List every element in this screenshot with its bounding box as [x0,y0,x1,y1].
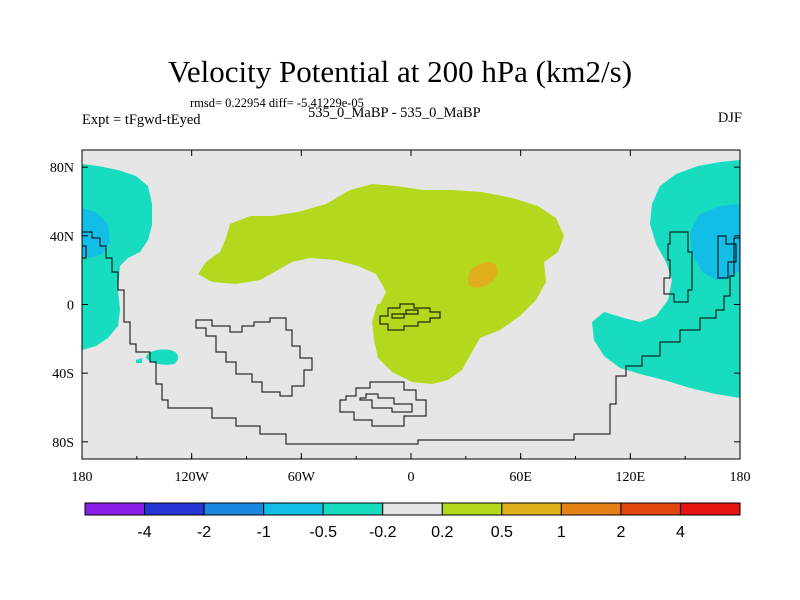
x-tick-label: 60W [288,470,316,485]
colorbar-swatch [382,502,443,516]
contour-green-positive [198,184,564,384]
coastline-west-edge [82,245,87,259]
y-tick-label: 80N [50,161,74,176]
experiment-label: Expt = tFgwd-tEyed [82,112,201,128]
contour-gap [356,272,386,304]
x-tick-label: 60E [509,470,532,485]
runs-label: 535_0_MaBP - 535_0_MaBP [308,105,481,121]
y-tick-label: 40N [50,230,74,245]
colorbar-swatch [620,502,681,516]
contour-orange-core [468,262,498,288]
coastline-southern-island [339,381,427,427]
colorbar-label: -4 [137,524,151,541]
x-tick-label: 0 [408,470,415,485]
chart-title: Velocity Potential at 200 hPa (km2/s) [167,54,633,89]
colorbar-swatch [144,502,205,516]
colorbar-label: -1 [257,524,271,541]
y-tick-label: 40S [52,367,74,382]
colorbar-swatch [501,502,562,516]
colorbar-swatch [441,502,503,516]
colorbar: -4 -2 -1 -0.5 -0.2 0.2 0.5 1 2 4 [84,502,741,541]
x-tick-label: 180 [730,470,751,485]
colorbar-swatch [679,502,741,516]
contour-blue-east [690,204,740,280]
colorbar-label: 4 [676,524,685,541]
colorbar-swatch [322,502,384,516]
coastline-southern-continent [195,317,313,397]
stats-text: rmsd= 0.22954 diff= -5.41229e-05 [190,96,364,110]
coastline-equatorial-island [379,303,441,331]
colorbar-label: 0.5 [491,524,513,541]
coastline-east-asia [663,231,693,303]
contour-cyan-west [82,164,152,350]
contour-cyan-blob [146,349,179,365]
map-area [81,149,741,460]
y-tick-label: 80S [52,436,74,451]
colorbar-label: -2 [197,524,211,541]
x-tick-label: 120W [175,470,210,485]
coastline-west-americas [82,231,740,445]
colorbar-label: -0.5 [309,524,337,541]
colorbar-label: -0.2 [369,524,397,541]
season-label: DJF [717,110,742,126]
y-axis: 80N 40N 0 40S 80S [50,161,740,451]
colorbar-label: 2 [616,524,625,541]
colorbar-swatch [84,502,146,516]
colorbar-swatch [263,502,324,516]
x-axis: 180 120W 60W 0 60E 120E 180 [72,150,751,485]
contour-cyan-dot [136,358,142,363]
colorbar-label: 1 [557,524,566,541]
coastlines [82,231,740,445]
coastline-east-islands [717,235,737,279]
colorbar-swatch [203,502,265,516]
x-tick-label: 120E [616,470,646,485]
x-tick-label: 180 [72,470,93,485]
colorbar-label: 0.2 [431,524,453,541]
colorbar-swatch [560,502,622,516]
y-tick-label: 0 [67,299,74,314]
